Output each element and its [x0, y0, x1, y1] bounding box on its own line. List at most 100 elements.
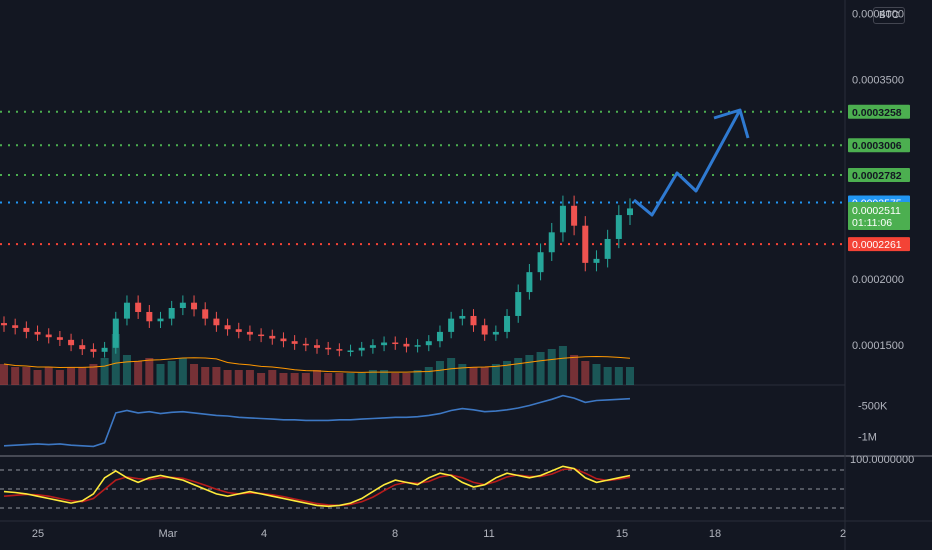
stoch-line-0 [3, 465, 631, 508]
time-tick-3: 8 [392, 528, 398, 540]
stochastic-indicator [0, 465, 845, 509]
volume-bar [547, 349, 556, 385]
volume-bar [100, 358, 109, 385]
time-tick-6: 18 [709, 528, 721, 540]
candle-body [56, 337, 63, 340]
stoch-line-1 [3, 467, 631, 507]
volume-bar [44, 367, 53, 385]
volume-bar [357, 373, 366, 385]
candle-body [369, 345, 376, 348]
volume-bar [424, 367, 433, 385]
candle-body [168, 308, 175, 319]
time-tick-4: 11 [483, 528, 494, 540]
volume-bar [122, 355, 131, 385]
volume-bar [11, 367, 20, 385]
candle-body [537, 252, 544, 273]
candle-body [101, 347, 108, 352]
volume-bar [167, 361, 176, 385]
time-tick-0: 25 [32, 528, 44, 540]
volume-bar [313, 370, 321, 385]
volume-bar [570, 355, 579, 385]
candle-body [381, 342, 388, 346]
candle-body [179, 302, 186, 308]
candle-body [593, 258, 600, 263]
candle-body [492, 331, 499, 335]
volume-bar [55, 370, 64, 385]
volume-bar [156, 364, 165, 385]
candle-body [135, 302, 142, 312]
candle-body [425, 341, 432, 346]
candle-body [79, 345, 86, 350]
obv-tick-0: -500K [858, 401, 888, 413]
volume-bar [503, 361, 512, 385]
volume-bar [536, 352, 545, 385]
volume-bar [245, 370, 254, 385]
candle-body [269, 335, 276, 339]
candle-body [403, 343, 410, 347]
candle-body [392, 342, 399, 345]
candle-body [504, 315, 511, 332]
level-tag-label-0: 0.0003258 [852, 107, 902, 119]
candle-body [526, 272, 533, 293]
candle-body [615, 215, 622, 239]
candles [1, 195, 633, 358]
price-levels [0, 110, 845, 246]
candle-body [481, 325, 488, 335]
time-tick-7: 2 [840, 528, 846, 540]
obv-line [3, 394, 631, 448]
stoch-tick-0: 100.0000000 [850, 454, 914, 466]
volume-bar [22, 367, 31, 385]
volume-bar [190, 364, 199, 385]
volume-bar [223, 370, 232, 385]
volume-bar [324, 373, 333, 385]
volume-bar [402, 373, 411, 385]
candle-body [414, 345, 421, 347]
volume-bar [111, 334, 120, 385]
volume-bar [134, 361, 143, 385]
time-tick-1: Mar [159, 528, 178, 540]
candle-body [459, 315, 466, 319]
level-tag-label-1: 0.0003006 [852, 140, 902, 152]
time-tick-2: 4 [261, 528, 267, 540]
candle-body [34, 331, 41, 335]
candle-body [191, 302, 198, 310]
volume-bar [279, 373, 288, 385]
candle-body [123, 302, 130, 319]
volume-bar [234, 370, 243, 385]
candle-body [224, 325, 231, 330]
volume-bar [491, 364, 500, 385]
candle-body [1, 323, 7, 326]
candle-body [157, 318, 164, 322]
volume-bar [380, 370, 389, 385]
price-tick-0: 0.0004000 [852, 8, 904, 20]
candle-body [146, 311, 153, 322]
candle-body [325, 347, 332, 350]
candle-body [235, 329, 242, 332]
candle-body [45, 334, 52, 338]
symbol-badge[interactable]: BTC [873, 7, 905, 24]
time-tick-5: 15 [616, 528, 628, 540]
candle-body [68, 339, 75, 346]
time-axis[interactable]: 25 Mar 4 8 11 15 18 2 [32, 528, 846, 540]
volume-bar [257, 373, 266, 385]
volume-moving-average [3, 355, 631, 373]
candle-body [258, 334, 265, 337]
volume-bar [145, 358, 154, 385]
volume-bar [525, 355, 534, 385]
volume-bar [592, 364, 601, 385]
candle-body [436, 331, 443, 342]
price-tick-3: 0.0001500 [852, 340, 904, 352]
current-price-tag [848, 201, 910, 230]
volume-ma-line [3, 355, 631, 373]
candle-body [627, 208, 633, 216]
volume-bar [268, 370, 277, 385]
volume-bar [458, 364, 467, 385]
obv-indicator [3, 394, 631, 448]
volume-bar [178, 358, 187, 385]
volume-bar [603, 367, 612, 385]
volume-bar [614, 367, 623, 385]
price-axis[interactable]: 0.00032580.00030060.00027820.00025750.00… [848, 8, 914, 466]
candle-body [202, 309, 209, 319]
